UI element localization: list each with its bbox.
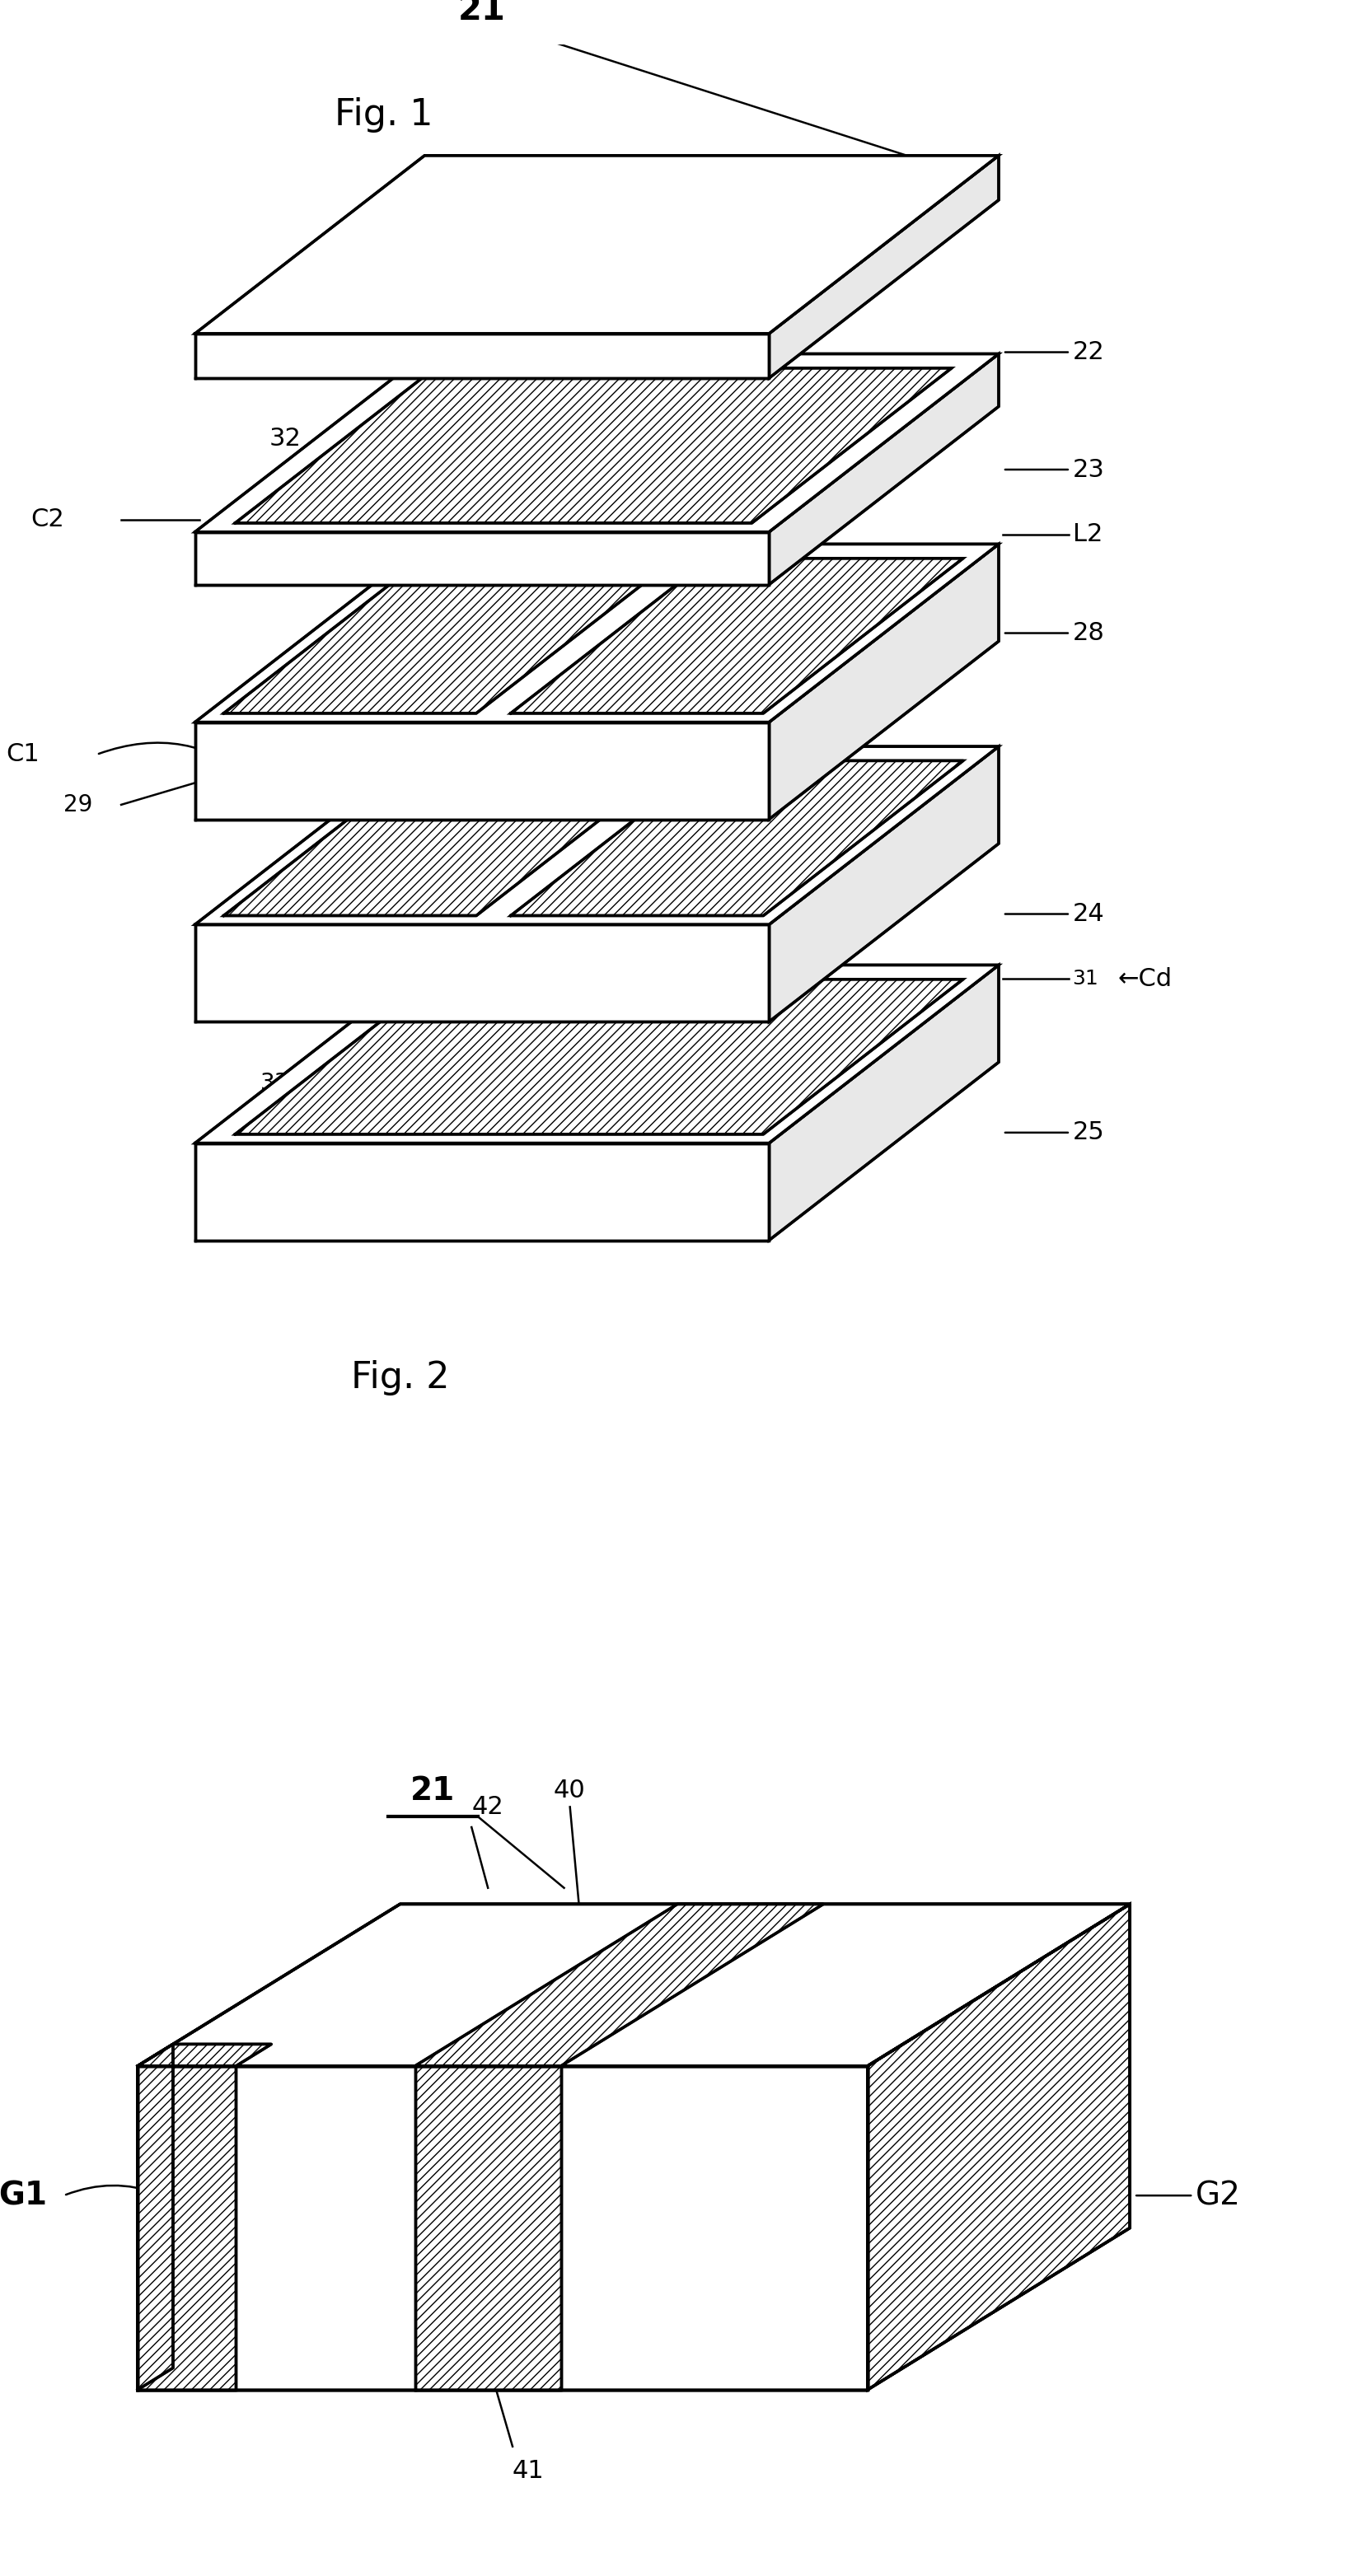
Polygon shape: [867, 1904, 1130, 2391]
Polygon shape: [195, 353, 999, 531]
Polygon shape: [510, 559, 963, 714]
Polygon shape: [195, 721, 769, 819]
Text: 31: 31: [1073, 969, 1099, 989]
Polygon shape: [195, 544, 999, 721]
Text: 24: 24: [1005, 902, 1104, 925]
Polygon shape: [769, 544, 999, 819]
Text: G2: G2: [1137, 2179, 1241, 2210]
Text: L1: L1: [576, 1087, 606, 1110]
Polygon shape: [195, 332, 769, 379]
Text: 33: 33: [261, 1072, 290, 1095]
Polygon shape: [138, 2045, 272, 2066]
Polygon shape: [223, 559, 676, 714]
Text: L2: L2: [1073, 523, 1103, 546]
Polygon shape: [195, 925, 769, 1023]
Polygon shape: [415, 1904, 824, 2066]
Text: Q2: Q2: [474, 623, 506, 647]
Text: 30: 30: [409, 587, 437, 611]
Polygon shape: [769, 966, 999, 1239]
Text: 42: 42: [472, 1795, 503, 1819]
Polygon shape: [235, 368, 951, 523]
Text: ←Cd: ←Cd: [1118, 966, 1172, 992]
Text: G1: G1: [0, 2179, 47, 2210]
Polygon shape: [769, 747, 999, 1023]
Text: 28: 28: [1005, 621, 1104, 644]
Polygon shape: [138, 2066, 235, 2391]
Text: 23: 23: [1005, 459, 1104, 482]
Text: 21: 21: [410, 1775, 455, 1806]
Polygon shape: [769, 155, 999, 379]
Polygon shape: [138, 1904, 1130, 2066]
Text: Fig. 2: Fig. 2: [350, 1360, 449, 1396]
Text: 29: 29: [64, 793, 93, 817]
Polygon shape: [223, 760, 676, 914]
Text: 21: 21: [459, 0, 506, 28]
Polygon shape: [138, 2066, 867, 2391]
Text: 25: 25: [1005, 1121, 1104, 1144]
Text: 22: 22: [1005, 340, 1104, 363]
Text: 41: 41: [513, 2460, 544, 2483]
Text: C2: C2: [31, 507, 65, 531]
Text: 28a: 28a: [551, 577, 591, 600]
Text: Fig. 1: Fig. 1: [334, 98, 433, 134]
Polygon shape: [195, 966, 999, 1144]
Text: Q1: Q1: [326, 659, 359, 683]
Text: 27: 27: [474, 1087, 503, 1110]
Text: 32: 32: [269, 428, 300, 451]
Polygon shape: [235, 979, 963, 1133]
Polygon shape: [195, 155, 999, 332]
Polygon shape: [510, 760, 963, 914]
Polygon shape: [195, 1144, 769, 1239]
Polygon shape: [195, 747, 999, 925]
Text: C1: C1: [7, 742, 41, 768]
Polygon shape: [415, 2066, 561, 2391]
Polygon shape: [769, 353, 999, 585]
Text: 27a: 27a: [310, 1110, 353, 1133]
Polygon shape: [195, 531, 769, 585]
Polygon shape: [138, 2045, 173, 2391]
Text: ←: ←: [532, 1087, 552, 1110]
Text: 40: 40: [553, 1780, 586, 1803]
